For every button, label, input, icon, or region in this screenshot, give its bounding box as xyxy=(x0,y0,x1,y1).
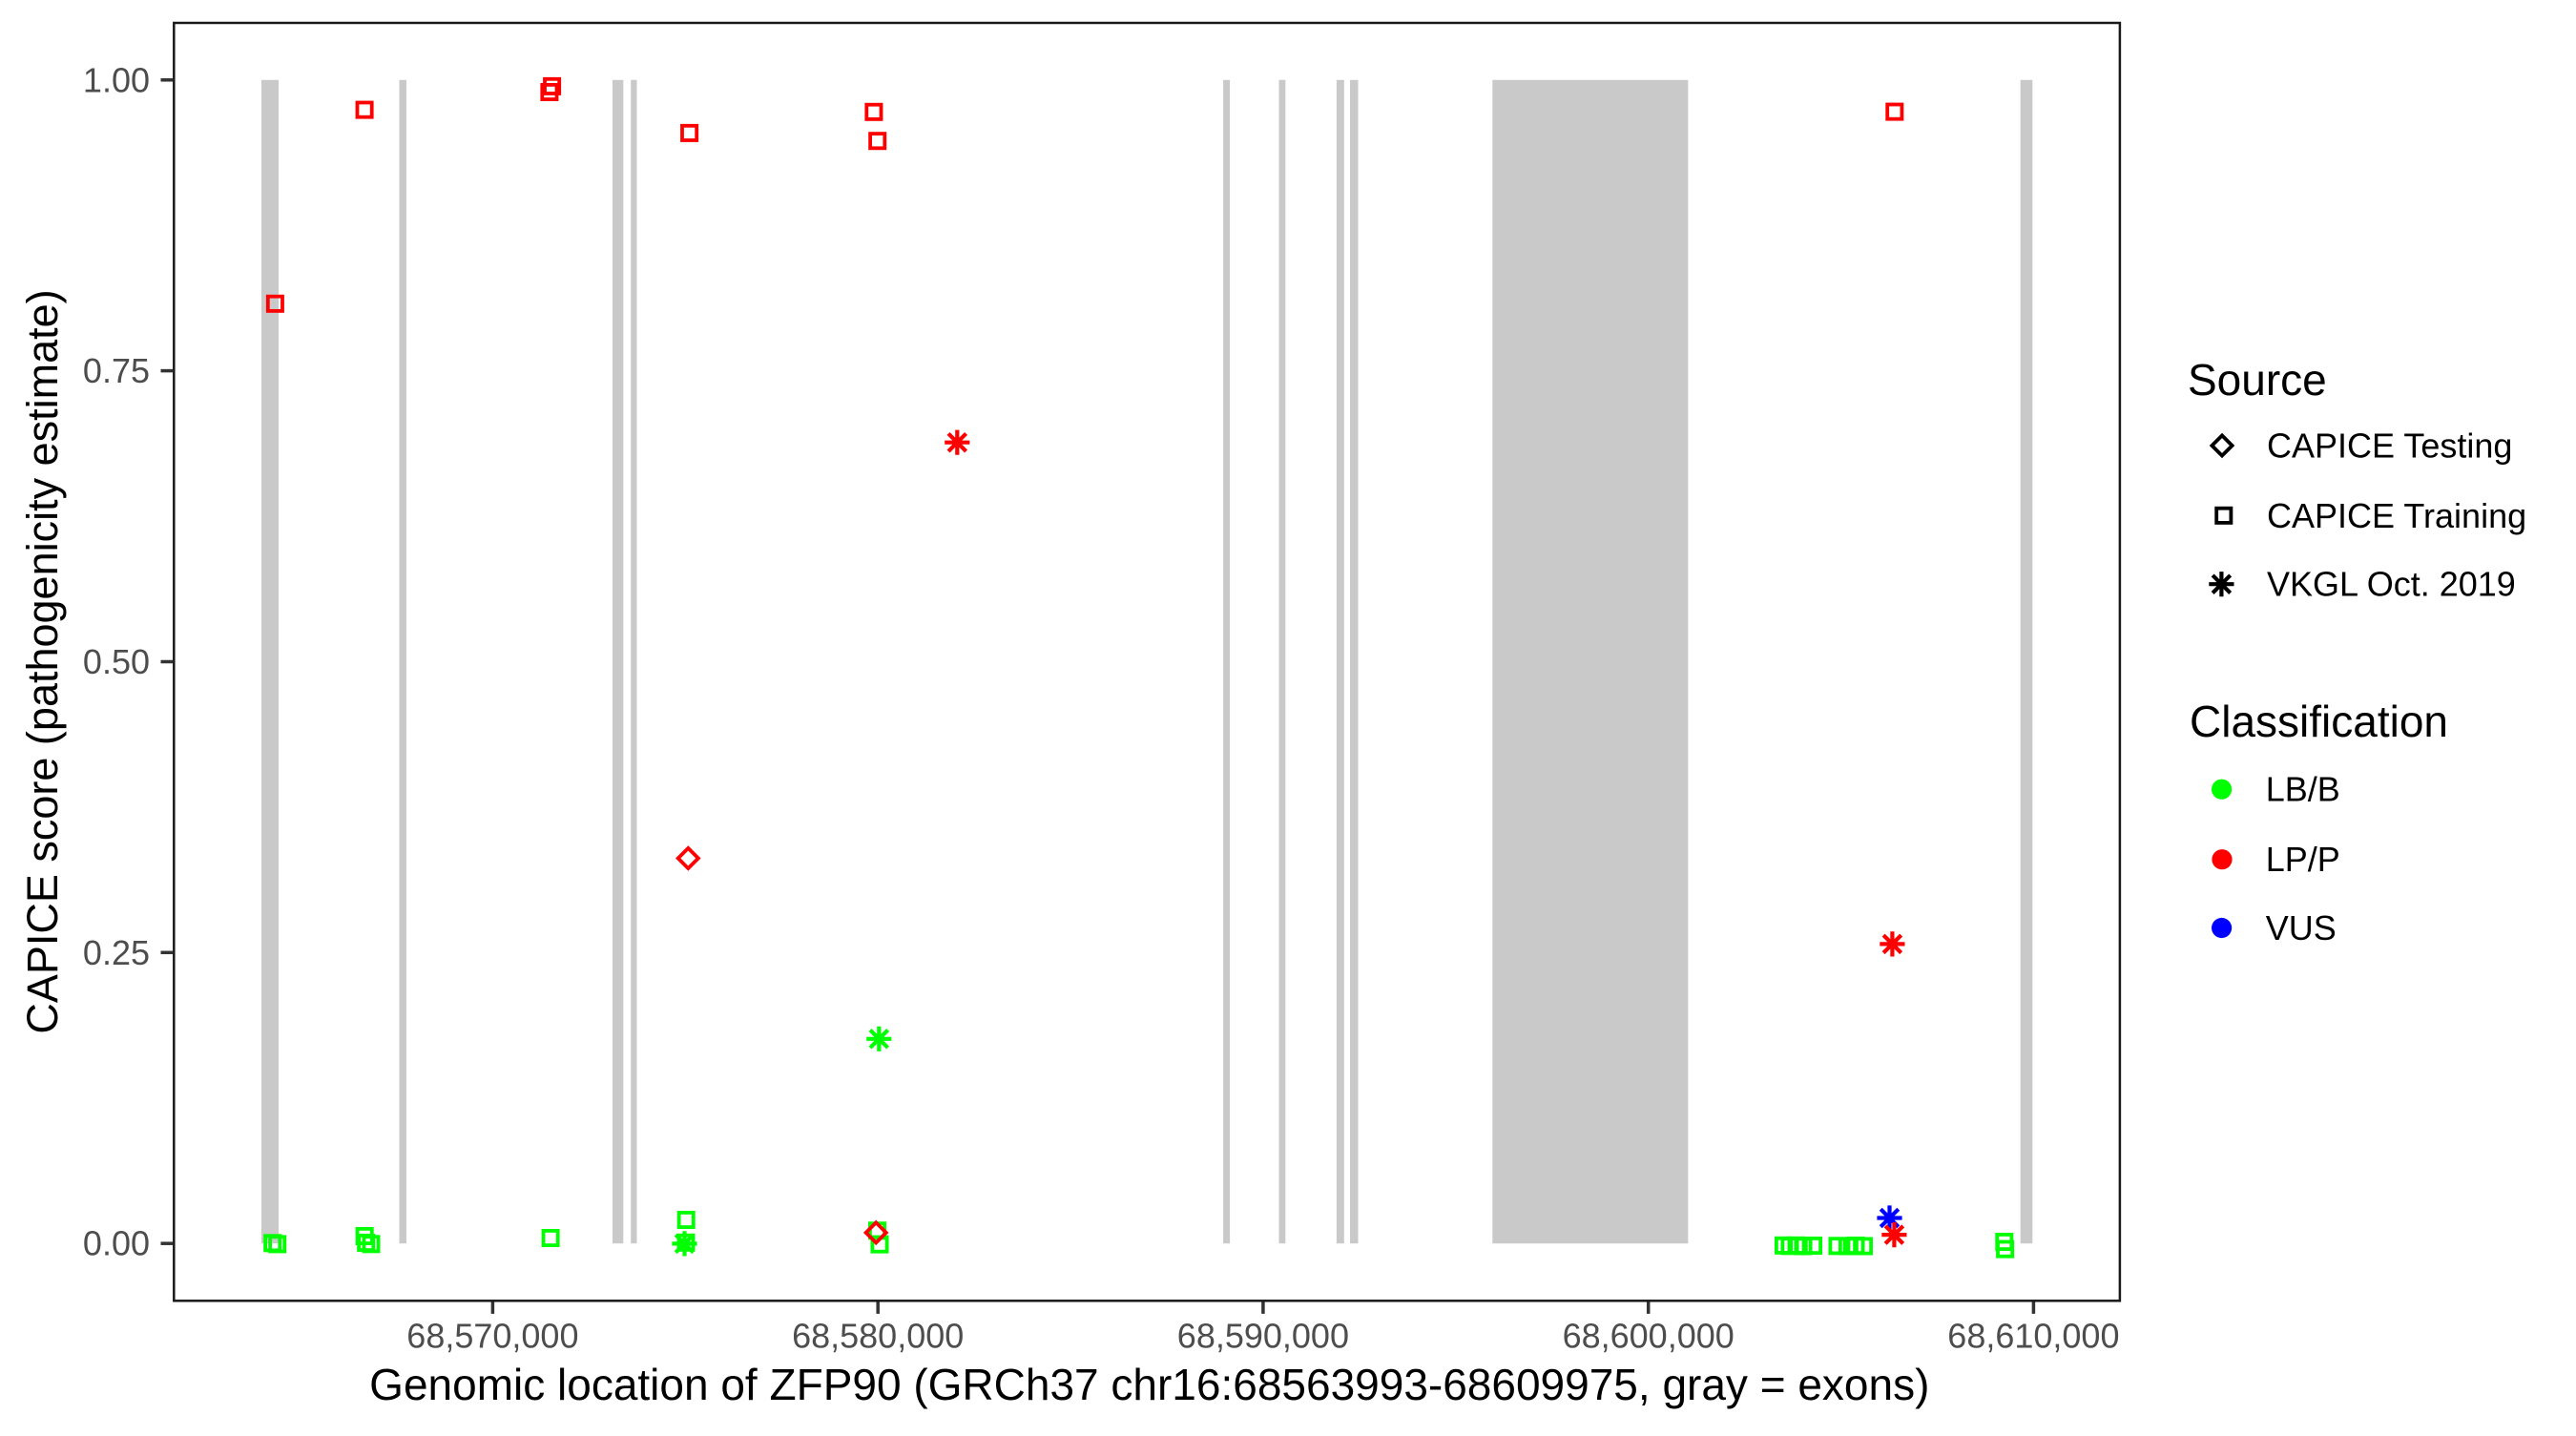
svg-text:0.75: 0.75 xyxy=(83,351,150,390)
svg-text:Source: Source xyxy=(2188,355,2327,405)
svg-text:68,570,000: 68,570,000 xyxy=(406,1317,578,1356)
svg-text:CAPICE Testing: CAPICE Testing xyxy=(2267,427,2512,466)
svg-text:1.00: 1.00 xyxy=(83,60,150,99)
svg-text:VUS: VUS xyxy=(2266,908,2337,947)
svg-text:0.50: 0.50 xyxy=(83,642,150,681)
svg-text:CAPICE Training: CAPICE Training xyxy=(2267,496,2526,535)
svg-text:LB/B: LB/B xyxy=(2266,770,2340,809)
svg-text:CAPICE score (pathogenicity es: CAPICE score (pathogenicity estimate) xyxy=(18,289,67,1033)
svg-text:Classification: Classification xyxy=(2190,697,2448,746)
svg-text:68,610,000: 68,610,000 xyxy=(1947,1317,2119,1356)
svg-text:68,590,000: 68,590,000 xyxy=(1177,1317,1349,1356)
svg-text:68,600,000: 68,600,000 xyxy=(1563,1317,1735,1356)
svg-text:LP/P: LP/P xyxy=(2266,840,2340,879)
svg-text:68,580,000: 68,580,000 xyxy=(792,1317,964,1356)
svg-text:0.00: 0.00 xyxy=(83,1224,150,1263)
svg-text:VKGL Oct. 2019: VKGL Oct. 2019 xyxy=(2267,565,2516,604)
svg-text:Genomic location of ZFP90 (GRC: Genomic location of ZFP90 (GRCh37 chr16:… xyxy=(369,1360,1929,1409)
svg-text:0.25: 0.25 xyxy=(83,933,150,972)
